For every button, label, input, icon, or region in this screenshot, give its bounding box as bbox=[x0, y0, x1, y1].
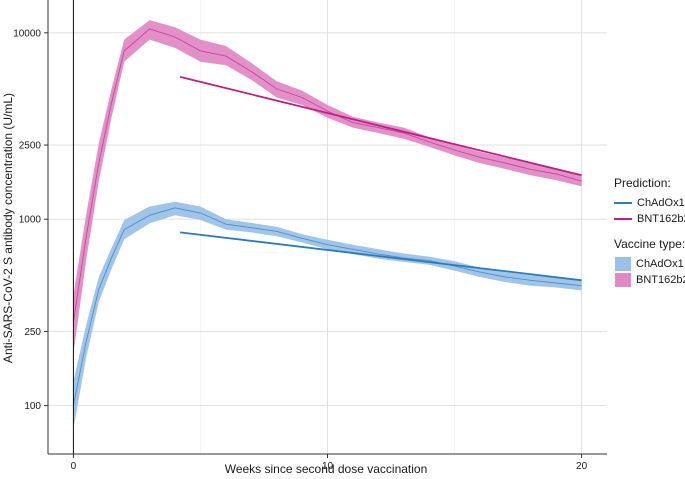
legend-label: ChAdOx1 bbox=[636, 258, 684, 270]
y-tick-label: 1000 bbox=[19, 215, 42, 226]
legend: Prediction: ChAdOx1 BNT162b2 Vaccine typ… bbox=[614, 176, 685, 298]
confidence-band-chadox1 bbox=[73, 201, 582, 429]
x-tick-label: 0 bbox=[71, 461, 77, 472]
x-axis-title: Weeks since second dose vaccination bbox=[225, 462, 428, 476]
axes: 0 10 20 100 250 1000 2500 10000 bbox=[13, 0, 607, 472]
x-tick-label: 10 bbox=[322, 461, 334, 472]
legend-title-vaccine-type: Vaccine type: bbox=[614, 237, 685, 251]
legend-key-prediction-chadox1 bbox=[614, 202, 632, 204]
y-tick-label: 100 bbox=[24, 401, 41, 412]
confidence-bands bbox=[73, 20, 582, 429]
y-tick-label: 10000 bbox=[13, 28, 41, 39]
legend-label: BNT162b2 bbox=[637, 213, 685, 225]
prediction-line-chadox1 bbox=[179, 231, 582, 282]
legend-item-vaccine-chadox1: ChAdOx1 bbox=[614, 256, 685, 272]
legend-group-vaccine-type: Vaccine type: ChAdOx1 BNT162b2 bbox=[614, 237, 685, 288]
y-tick-label: 250 bbox=[24, 327, 41, 338]
legend-key-vaccine-bnt162b2 bbox=[615, 273, 631, 287]
x-tick-label: 20 bbox=[576, 461, 588, 472]
legend-group-prediction: Prediction: ChAdOx1 BNT162b2 bbox=[614, 176, 685, 227]
mean-line-chadox1 bbox=[72, 207, 582, 406]
mean-line-bnt162b2 bbox=[72, 28, 582, 323]
legend-label: BNT162b2 bbox=[636, 274, 685, 286]
y-tick-label: 2500 bbox=[19, 141, 42, 152]
y-axis-title: Anti-SARS-CoV-2 S antibody concentration… bbox=[1, 93, 15, 363]
series-lines bbox=[72, 28, 582, 406]
legend-title-prediction: Prediction: bbox=[614, 176, 671, 190]
legend-label: ChAdOx1 bbox=[637, 197, 685, 209]
legend-item-prediction-bnt162b2: BNT162b2 bbox=[614, 211, 685, 227]
prediction-line-bnt162b2 bbox=[179, 76, 582, 177]
legend-key-vaccine-chadox1 bbox=[615, 257, 631, 271]
legend-item-vaccine-bnt162b2: BNT162b2 bbox=[614, 272, 685, 288]
legend-key-prediction-bnt162b2 bbox=[614, 218, 632, 220]
confidence-band-bnt162b2 bbox=[73, 20, 582, 354]
legend-item-prediction-chadox1: ChAdOx1 bbox=[614, 195, 685, 211]
